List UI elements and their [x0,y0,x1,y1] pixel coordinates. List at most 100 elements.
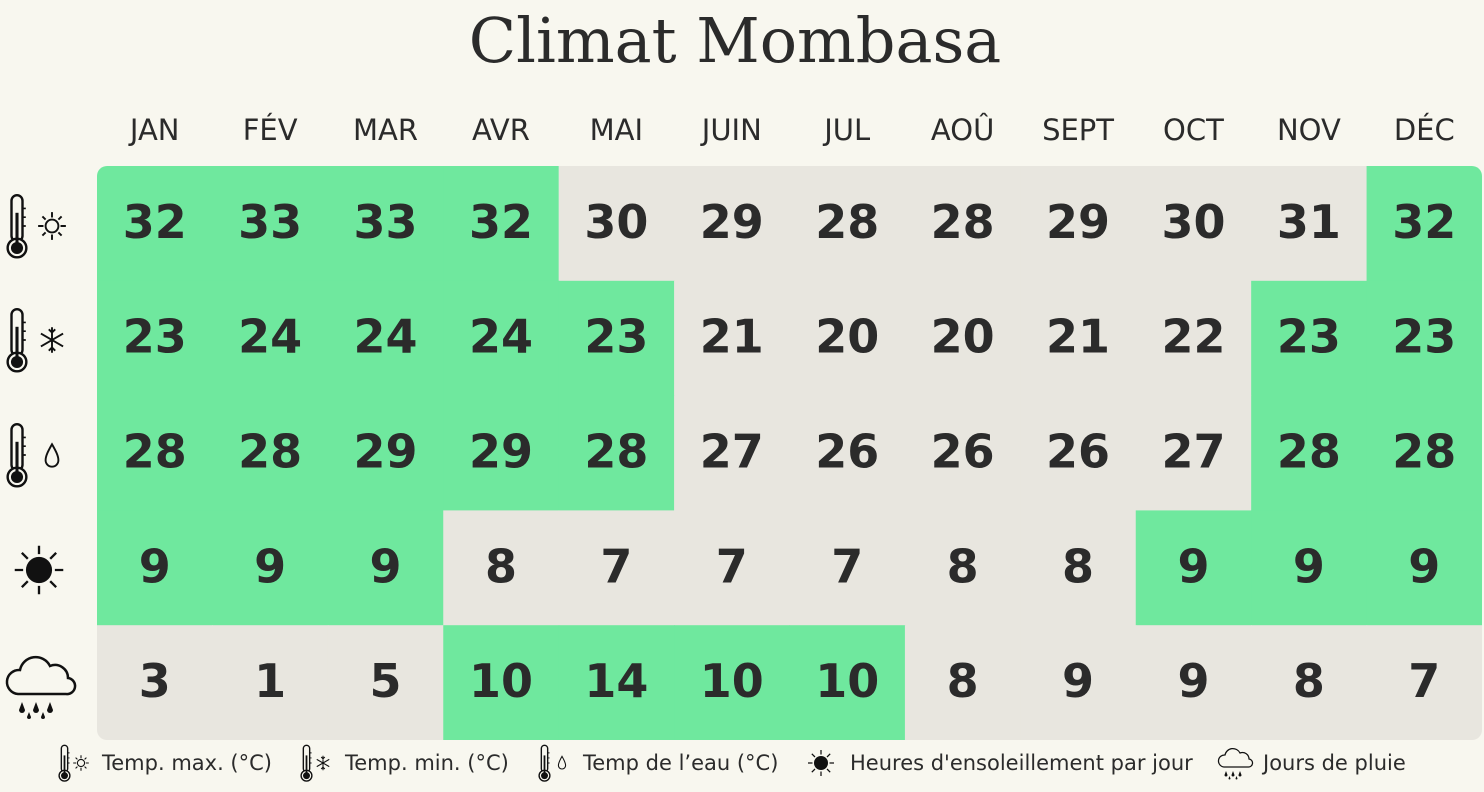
cell [1135,625,1252,740]
month-label: SEPT [1042,113,1114,147]
cell-value: 22 [1161,310,1225,364]
cell-value: 9 [254,539,286,593]
cell-value: 8 [947,539,979,593]
legend-icon [300,744,313,782]
cell [1135,510,1252,626]
cell-value: 9 [1293,539,1325,593]
legend-label: Temp de l’eau (°C) [582,751,778,775]
cell [1251,625,1368,740]
cell [789,510,906,626]
legend-label: Jours de pluie [1261,751,1406,775]
cell-value: 29 [354,425,418,479]
cell-value: 8 [485,539,517,593]
cell-value: 23 [584,310,648,364]
cell [1366,510,1482,626]
legend-icon [1217,747,1254,781]
cell-value: 32 [469,195,533,249]
cell [674,395,791,511]
month-label: JAN [128,113,180,147]
cell [212,395,329,511]
cell [443,395,560,511]
cell [212,510,329,626]
cell-value: 10 [815,654,879,708]
month-label: AOÛ [931,113,994,147]
table-cells [97,166,1482,740]
cell [443,166,560,282]
cell [212,166,329,282]
cell-value: 33 [238,195,302,249]
cell-value: 9 [370,539,402,593]
cell [1135,395,1252,511]
cell-value: 30 [1161,195,1225,249]
cell [904,280,1021,397]
icon-thermometer [6,422,28,488]
month-label: OCT [1163,113,1224,147]
cell [904,395,1021,511]
cell [789,625,906,740]
cell-value: 28 [931,195,995,249]
legend-icon [557,755,567,770]
month-label: NOV [1277,113,1341,147]
cell [1135,166,1252,282]
cell [1251,510,1368,626]
cell [443,625,560,740]
cell-value: 24 [354,310,418,364]
cell [1366,166,1482,282]
month-label: JUIN [700,113,762,147]
cell [789,166,906,282]
cell [674,166,791,282]
cell-value: 29 [469,425,533,479]
cell-value: 23 [1392,310,1456,364]
cell-value: 7 [831,539,863,593]
cell [97,166,214,282]
cell [212,625,329,740]
icon-thermometer [6,193,28,259]
cell [558,280,675,397]
cell [97,395,214,511]
cell-value: 28 [1277,425,1341,479]
cell [1251,280,1368,397]
legend-label: Temp. max. (°C) [101,751,272,775]
cell-value: 24 [469,310,533,364]
cell-value: 29 [700,195,764,249]
cell-value: 9 [1408,539,1440,593]
cell [1020,166,1137,282]
cell [327,280,444,397]
cell-value: 31 [1277,195,1341,249]
month-label: AVR [472,113,530,147]
month-label: MAR [353,113,418,147]
cell-value: 23 [1277,310,1341,364]
cell [1020,280,1137,397]
title: Climat Mombasa [469,4,1002,77]
cell-value: 7 [1408,654,1440,708]
row-icons [5,193,77,721]
legend-label: Temp. min. (°C) [344,751,509,775]
icon-snow [39,326,65,354]
cell-value: 20 [815,310,879,364]
cell [789,395,906,511]
cell [327,395,444,511]
cell [674,280,791,397]
cell-value: 23 [123,310,187,364]
cell [904,166,1021,282]
cell [97,510,214,626]
cell-value: 32 [1392,195,1456,249]
cell [558,395,675,511]
cell-value: 9 [1062,654,1094,708]
cell [443,280,560,397]
cell-value: 28 [584,425,648,479]
cell [97,625,214,740]
cell-value: 21 [1046,310,1110,364]
legend: Temp. max. (°C) Temp. min. (°C) Temp de … [58,744,1406,782]
cell [1251,166,1368,282]
cell [327,510,444,626]
cell [674,625,791,740]
cell-value: 26 [815,425,879,479]
cell-value: 32 [123,195,187,249]
cell-value: 10 [469,654,533,708]
cell-value: 26 [931,425,995,479]
cell-value: 5 [370,654,402,708]
cell-value: 27 [1161,425,1225,479]
cell [443,510,560,626]
